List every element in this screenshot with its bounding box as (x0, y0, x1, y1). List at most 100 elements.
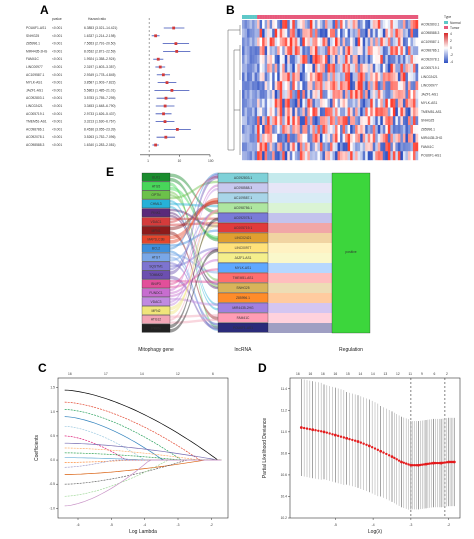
heatmap-cell (345, 37, 348, 47)
heatmap-cell (370, 37, 373, 47)
heatmap-cell (402, 107, 406, 117)
heatmap-cell (244, 55, 248, 64)
heatmap-cell (382, 133, 386, 143)
top-tick-label: 6 (434, 372, 436, 376)
heatmap-cell (302, 98, 306, 108)
type-bar-cell (395, 15, 399, 19)
heatmap-cell (299, 81, 303, 91)
heatmap-cell (330, 107, 333, 117)
heatmap-cell (385, 46, 389, 56)
heatmap-cell (299, 72, 303, 82)
heatmap-cell (357, 63, 361, 73)
heatmap-cell (362, 20, 366, 29)
heatmap-cell (277, 81, 280, 91)
heatmap-cell (319, 133, 323, 143)
heatmap-cell (345, 72, 348, 82)
gene-node (141, 190, 171, 200)
heatmap-cell (274, 46, 278, 56)
heatmap-cell (292, 142, 295, 152)
lncrna-node-label: POU6F1-AS1 (233, 326, 253, 330)
heatmap-cell (322, 55, 326, 64)
heatmap-cell (272, 116, 275, 126)
axis-label-regulation: Regulation (339, 347, 363, 353)
heatmap-cell (337, 81, 341, 91)
heatmap-cell (279, 55, 283, 64)
heatmap-cell (257, 28, 260, 38)
heatmap-cell (307, 37, 311, 47)
heatmap-cell (387, 81, 391, 91)
heatmap-cell (244, 151, 248, 161)
heatmap-cell (350, 98, 353, 108)
heatmap-cell (244, 72, 248, 82)
heatmap-cell (357, 90, 361, 99)
heatmap-cell (415, 81, 419, 91)
heatmap-cell (277, 98, 280, 108)
heatmap-cell (292, 37, 295, 47)
heatmap-cell (410, 90, 414, 99)
heatmap-cell (392, 151, 396, 161)
heatmap-cell (302, 116, 306, 126)
deviance-point (311, 428, 315, 432)
heatmap-cell (257, 125, 260, 134)
heatmap-cell (390, 107, 394, 117)
heatmap-cell (372, 98, 376, 108)
heatmap-cell (327, 116, 331, 126)
gene-label: TMEM51-AS1 (26, 120, 47, 124)
heatmap-cell (352, 28, 356, 38)
heatmap-cell (405, 107, 409, 117)
heatmap-cell (297, 81, 301, 91)
heatmap-cell (264, 133, 268, 143)
heatmap-cell (337, 28, 341, 38)
heatmap-cell (397, 28, 401, 38)
top-tick-label: 16 (296, 372, 300, 376)
heatmap-cell (257, 116, 260, 126)
heatmap-cell (279, 37, 283, 47)
sankey-flow (268, 263, 332, 273)
deviance-point (424, 462, 428, 466)
heatmap-cell (304, 98, 308, 108)
heatmap-cell (367, 116, 371, 126)
heatmap-cell (375, 107, 378, 117)
heatmap-cell (252, 81, 255, 91)
sankey-flow (170, 214, 218, 290)
heatmap-cell (342, 20, 346, 29)
heatmap-cell (252, 63, 255, 73)
heatmap-cell (370, 151, 373, 161)
deviance-point (351, 438, 354, 442)
sankey-flow (268, 193, 332, 203)
heatmap-cell (309, 81, 313, 91)
gene-label: LINC02421 (26, 104, 43, 108)
heatmap-cell (284, 133, 288, 143)
sankey-flow (268, 243, 332, 253)
heatmap-cell (335, 55, 338, 64)
heatmap-cell (357, 72, 361, 82)
heatmap-cell (380, 20, 383, 29)
y-tick-label: 11.4 (281, 387, 287, 391)
heatmap-cell (314, 90, 318, 99)
heatmap-cell (247, 20, 250, 29)
heatmap-cell (415, 20, 419, 29)
heatmap-cell (299, 46, 303, 56)
heatmap-cell (302, 81, 306, 91)
heatmap-cell (337, 90, 341, 99)
heatmap-cell (322, 151, 326, 161)
heatmap-cell (252, 20, 255, 29)
type-bar-cell (304, 15, 308, 19)
heatmap-cell (264, 98, 268, 108)
heatmap-cell (302, 46, 306, 56)
y-tick-label: 10.8 (281, 451, 288, 455)
sankey-flow (268, 253, 332, 263)
heatmap-cell (410, 20, 414, 29)
heatmap-cell (289, 20, 293, 29)
heatmap-cell (279, 98, 283, 108)
type-bar-cell (314, 15, 318, 19)
x-tick-label: 1 (147, 159, 149, 163)
heatmap-cell (309, 133, 313, 143)
heatmap-cell (299, 107, 303, 117)
heatmap-cell (377, 20, 381, 29)
heatmap-cell (345, 20, 348, 29)
heatmap-cell (322, 81, 326, 91)
heatmap-cell (335, 72, 338, 82)
heatmap-cell (410, 28, 414, 38)
heatmap-cell (257, 142, 260, 152)
